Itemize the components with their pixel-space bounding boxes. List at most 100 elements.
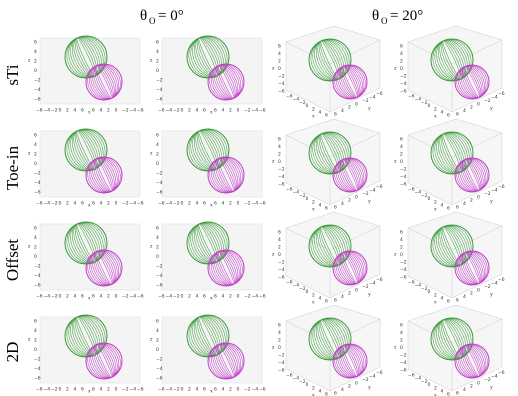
x-tick-label: 0 xyxy=(181,387,184,393)
sphere-ring xyxy=(87,343,121,379)
x-tick-label: −2 xyxy=(299,193,306,199)
y-tick-label: 2 xyxy=(229,201,232,207)
z-tick-label: 2 xyxy=(278,152,281,158)
row-label: Toe-in xyxy=(3,145,22,190)
y-tick-label: 6 xyxy=(456,298,459,304)
x-tick-label: 0 xyxy=(428,382,431,388)
z-axis-label: z xyxy=(28,152,31,157)
x-tick-label: 6 xyxy=(325,392,328,396)
z-tick-label: −4 xyxy=(400,267,407,273)
y-tick-label: −2 xyxy=(484,284,491,290)
theta: θ xyxy=(140,8,147,24)
z-tick-label: −4 xyxy=(400,81,407,87)
z-tick-label: −2 xyxy=(400,260,407,266)
row-label: 2D xyxy=(3,342,22,363)
z-tick-label: −2 xyxy=(34,264,41,270)
y-tick-label: −4 xyxy=(491,188,498,194)
x-axis-label: x xyxy=(312,115,315,120)
y-tick-label: −6 xyxy=(259,201,266,207)
y-tick-label: −6 xyxy=(137,201,144,207)
z-tick-label: −4 xyxy=(400,174,407,180)
z-tick-label: −2 xyxy=(278,353,285,359)
z-tick-label: 0 xyxy=(400,345,403,351)
y-tick-label: −6 xyxy=(498,277,505,283)
sphere-outline xyxy=(308,317,352,361)
y-tick-label: 2 xyxy=(470,198,473,204)
sphere-ring xyxy=(209,250,243,286)
z-tick-label: −2 xyxy=(34,78,41,84)
y-tick-label: 2 xyxy=(229,387,232,393)
sphere-ring xyxy=(432,225,472,267)
x-axis-label: x xyxy=(312,208,315,213)
y-tick-label: −4 xyxy=(130,108,137,114)
x-tick-label: 6 xyxy=(447,392,450,396)
sphere-outline xyxy=(308,131,352,175)
x-tick-label: −6 xyxy=(286,187,293,193)
sphere-ring xyxy=(456,65,488,99)
x-axis-label: x xyxy=(312,394,315,396)
y-tick-label: −4 xyxy=(252,201,259,207)
x-tick-label: −6 xyxy=(158,387,165,393)
x-tick-label: −2 xyxy=(173,201,180,207)
z-tick-label: −4 xyxy=(400,360,407,366)
z-tick-label: 4 xyxy=(278,51,281,57)
y-tick-label: −2 xyxy=(484,98,491,104)
x-tick-label: 6 xyxy=(325,206,328,212)
y-tick-label: −2 xyxy=(244,201,251,207)
sphere-ring xyxy=(87,250,121,286)
sphere-ring xyxy=(334,251,366,285)
y-tick-label: 2 xyxy=(470,291,473,297)
z-tick-label: −6 xyxy=(278,89,285,95)
sphere-ring xyxy=(209,157,243,193)
sphere-ring xyxy=(456,344,488,378)
z-tick-label: 2 xyxy=(156,59,159,65)
theta: θ xyxy=(372,8,379,24)
z-tick-label: 2 xyxy=(156,338,159,344)
z-tick-label: −4 xyxy=(34,366,41,372)
z-axis-label: z xyxy=(272,346,275,351)
z-axis-label: z xyxy=(272,253,275,258)
y-tick-label: 6 xyxy=(92,387,95,393)
sphere-ring xyxy=(209,343,243,379)
y-tick-label: 6 xyxy=(456,112,459,118)
x-tick-label: 4 xyxy=(74,201,77,207)
z-tick-label: −4 xyxy=(156,273,163,279)
y-tick-label: 6 xyxy=(214,387,217,393)
y-tick-label: −6 xyxy=(259,387,266,393)
z-tick-label: −6 xyxy=(278,182,285,188)
x-tick-label: −4 xyxy=(293,283,300,289)
z-tick-label: 4 xyxy=(34,235,37,241)
sphere-ring xyxy=(310,39,350,81)
z-tick-label: −2 xyxy=(278,167,285,173)
x-tick-label: 4 xyxy=(196,201,199,207)
z-tick-label: 0 xyxy=(278,66,281,72)
x-tick-label: 4 xyxy=(74,294,77,300)
z-tick-label: −2 xyxy=(400,353,407,359)
theta-subscript: O xyxy=(149,16,156,26)
y-tick-label: −6 xyxy=(498,184,505,190)
x-tick-label: −2 xyxy=(173,108,180,114)
y-tick-label: 4 xyxy=(100,201,103,207)
z-tick-label: 4 xyxy=(34,142,37,148)
sphere-ring xyxy=(188,36,228,78)
y-tick-label: 6 xyxy=(334,205,337,211)
x-tick-label: 2 xyxy=(188,201,191,207)
sphere-ring xyxy=(456,251,488,285)
z-tick-label: 4 xyxy=(400,330,403,336)
x-tick-label: 0 xyxy=(181,201,184,207)
x-tick-label: 4 xyxy=(196,108,199,114)
y-tick-label: 0 xyxy=(477,194,480,200)
z-tick-label: −2 xyxy=(156,78,163,84)
y-tick-label: −4 xyxy=(130,294,137,300)
x-tick-label: 4 xyxy=(319,110,322,116)
y-axis-label: y xyxy=(490,293,493,298)
z-tick-label: 6 xyxy=(34,226,37,232)
x-tick-label: 6 xyxy=(447,113,450,119)
z-tick-label: 6 xyxy=(278,137,281,143)
axes-box xyxy=(285,25,381,113)
x-tick-label: −4 xyxy=(293,97,300,103)
x-tick-label: −2 xyxy=(173,387,180,393)
y-tick-label: 4 xyxy=(341,294,344,300)
sphere-outline xyxy=(332,250,368,286)
